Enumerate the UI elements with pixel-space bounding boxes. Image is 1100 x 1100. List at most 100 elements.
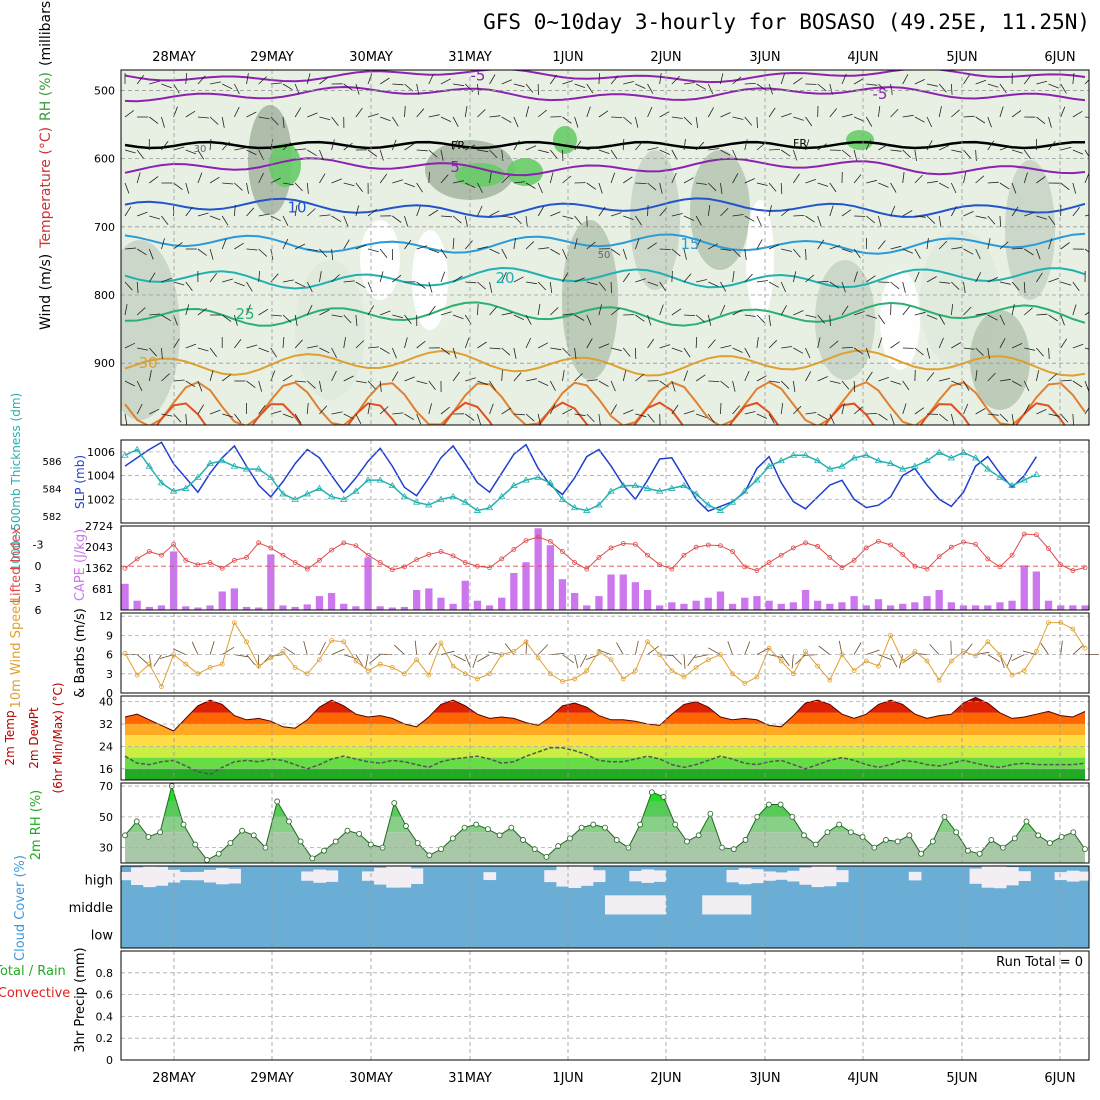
wind-barb [452,237,455,250]
wind-barb [525,83,534,93]
wind-barb [319,405,328,415]
wind-barb [793,347,804,354]
wind-barb [343,142,353,151]
surface-wind-marker [669,668,675,673]
surface-wind-marker [475,676,480,682]
wind-barb [428,171,430,184]
thickness-marker [862,451,870,458]
wind-barb [707,83,714,95]
wind-barb [987,347,990,359]
wind-barb [963,281,966,293]
dewpt-ylabel: 2m DewPt [27,707,41,769]
isotherm-label: 10 [287,199,306,217]
cape-bar [230,588,238,610]
cape-bar [121,583,129,610]
wind-barb [355,380,367,384]
wind-barb [939,145,950,151]
wind-barb [829,380,841,384]
wind-barb [914,347,924,356]
li-marker [207,560,213,565]
wind-barb [562,248,568,260]
wind-barb [902,403,907,415]
isotherm-label: 20 [495,269,514,287]
surface-wind-barb [634,640,639,655]
wind-barb [732,309,743,316]
wind-barb [598,149,610,154]
wind-barb [708,380,720,382]
surface-wind-marker [426,672,432,678]
li-marker [657,562,663,568]
wind-barb [477,413,481,425]
wind-barb [1072,73,1075,85]
wind-barb [234,338,242,349]
date-label-bottom: 28MAY [152,1071,196,1086]
wind-barb [866,413,878,415]
wind-barb [489,149,498,159]
wind-barb [878,337,883,349]
wind-barb [185,281,193,292]
wind-barb [890,281,900,290]
temp-tick-label: 24 [99,740,113,753]
thickness-marker [400,492,409,500]
wind-barb [805,347,811,359]
wind-barb [404,376,415,382]
wind-barb [149,80,161,85]
surface-wind-barb [1022,650,1037,655]
li-marker [924,566,930,572]
wind-barb [380,116,391,122]
li-ylabel: Lifted Index [9,526,24,603]
wind-barb [161,116,165,128]
wind-barb [805,274,815,283]
wind-barb [477,246,489,250]
wind-barb [671,347,683,352]
wind-barb [975,248,981,260]
cloud-clear-cell [726,895,740,915]
wind-barb [513,347,517,359]
wind-barb [623,176,633,184]
li-marker [159,552,164,558]
cape-bar [303,604,311,610]
wind-barb [173,281,185,286]
wind-barb [525,281,537,285]
wind-barb [489,172,492,184]
wind-barb [1023,172,1028,184]
thickness-marker [242,465,251,472]
thickness-marker [206,459,214,466]
temp-band [125,701,1085,713]
wind-barb [890,413,895,425]
rh-tick-label: 50 [99,811,113,824]
wind-barb [331,370,337,382]
wind-barb [1048,238,1053,250]
wind-barb [768,107,776,118]
wind-barb [598,72,600,85]
wind-barb [695,83,706,90]
cloud-clear-cell [799,867,813,885]
wind-barb [416,413,422,425]
wind-barb [477,182,483,193]
wind-barb [1023,281,1026,294]
wind-barb [537,182,543,194]
wind-barb [392,314,404,319]
wind-barb [392,412,404,415]
li-marker [1058,562,1064,568]
wind-barb [331,274,340,283]
temp-band [125,757,1085,769]
wind-barb [987,181,999,184]
wind-barb [355,107,363,118]
rh-region [121,240,180,420]
wind-barb [234,413,242,424]
cape-bar [959,605,968,610]
wind-barb [392,116,399,127]
wind-barb [294,83,300,95]
wind-barb [780,149,791,157]
li-marker [645,552,650,558]
wind-barb [975,215,987,219]
cape-bar [340,603,348,610]
thickness-marker [619,481,627,489]
wind-barb [950,206,957,217]
li-marker [790,545,796,551]
cape-bar [352,606,360,610]
cape-bar [194,607,202,610]
surface-wind-barb [550,653,565,655]
